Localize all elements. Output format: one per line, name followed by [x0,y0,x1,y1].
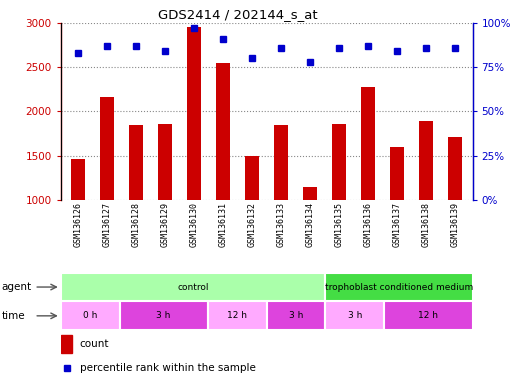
Text: GSM136130: GSM136130 [190,202,199,247]
Text: GSM136128: GSM136128 [131,202,140,247]
Text: 12 h: 12 h [227,311,247,320]
Text: trophoblast conditioned medium: trophoblast conditioned medium [325,283,473,291]
Bar [384,301,473,330]
Bar [274,125,288,288]
Text: GSM136132: GSM136132 [248,202,257,247]
Text: time: time [2,311,25,321]
Bar [448,137,463,288]
Bar [325,273,473,301]
Text: GSM136129: GSM136129 [161,202,169,247]
Text: control: control [177,283,209,291]
Bar [325,301,384,330]
Text: percentile rank within the sample: percentile rank within the sample [80,362,256,373]
Bar [187,26,201,288]
Text: 3 h: 3 h [289,311,303,320]
Bar [332,124,346,288]
Bar [419,121,433,288]
Text: GSM136131: GSM136131 [219,202,228,247]
Bar [208,301,267,330]
Text: GSM136134: GSM136134 [306,202,315,247]
Text: GSM136136: GSM136136 [364,202,373,247]
Text: agent: agent [2,282,32,292]
Bar [361,87,375,288]
Bar [61,273,325,301]
Bar [71,159,86,288]
Text: GSM136133: GSM136133 [277,202,286,247]
Bar [129,126,144,288]
Bar [390,147,404,288]
Text: GSM136135: GSM136135 [335,202,344,247]
Bar [216,63,230,288]
Text: GSM136127: GSM136127 [102,202,111,247]
Text: 3 h: 3 h [156,311,171,320]
Bar [158,124,172,288]
Text: GSM136139: GSM136139 [451,202,460,247]
Text: 0 h: 0 h [83,311,97,320]
Text: GSM136126: GSM136126 [73,202,82,247]
Bar [100,97,115,288]
Text: 12 h: 12 h [418,311,438,320]
Bar [61,335,72,353]
Text: count: count [80,339,109,349]
Text: GDS2414 / 202144_s_at: GDS2414 / 202144_s_at [158,8,317,21]
Text: GSM136137: GSM136137 [393,202,402,247]
Text: GSM136138: GSM136138 [422,202,431,247]
Bar [61,301,119,330]
Text: 3 h: 3 h [348,311,362,320]
Bar [119,301,208,330]
Bar [245,156,259,288]
Bar [267,301,325,330]
Bar [303,187,317,288]
